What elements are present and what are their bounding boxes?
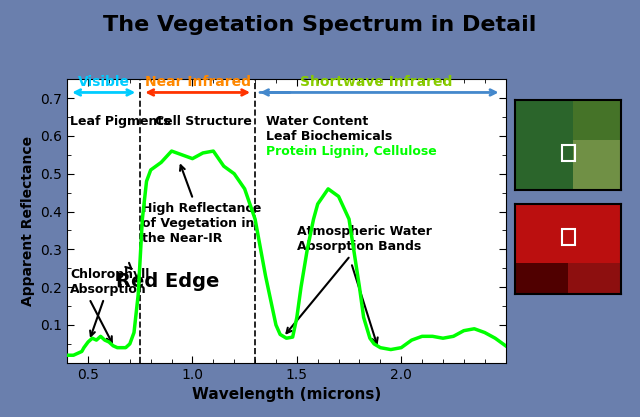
Text: Chlorophyll
Absorption: Chlorophyll Absorption	[70, 267, 150, 336]
Bar	[562, 145, 575, 161]
Text: Atmospheric Water
Absorption Bands: Atmospheric Water Absorption Bands	[287, 225, 432, 333]
Text: Protein Lignin, Cellulose: Protein Lignin, Cellulose	[266, 146, 436, 158]
Bar	[515, 204, 621, 263]
Bar	[515, 100, 573, 190]
Bar	[515, 263, 568, 294]
Bar	[562, 229, 575, 245]
Text: The Vegetation Spectrum in Detail: The Vegetation Spectrum in Detail	[103, 15, 537, 35]
Text: Water Content: Water Content	[266, 115, 368, 128]
Text: Red Edge: Red Edge	[116, 272, 220, 291]
Text: Visible: Visible	[77, 75, 130, 89]
Bar	[568, 263, 621, 294]
Text: Leaf Biochemicals: Leaf Biochemicals	[266, 130, 392, 143]
Text: Near Infrared: Near Infrared	[145, 75, 251, 89]
Text: High Reflectance
of Vegetation in
the Near-IR: High Reflectance of Vegetation in the Ne…	[142, 165, 262, 245]
Text: Cell Structure: Cell Structure	[155, 115, 252, 128]
Bar	[573, 100, 621, 141]
Text: Shortwave Infrared: Shortwave Infrared	[300, 75, 452, 89]
Y-axis label: Apparent Reflectance: Apparent Reflectance	[20, 136, 35, 306]
Text: Leaf Pigments: Leaf Pigments	[70, 115, 171, 128]
X-axis label: Wavelength (microns): Wavelength (microns)	[192, 387, 381, 402]
Bar	[573, 141, 621, 190]
